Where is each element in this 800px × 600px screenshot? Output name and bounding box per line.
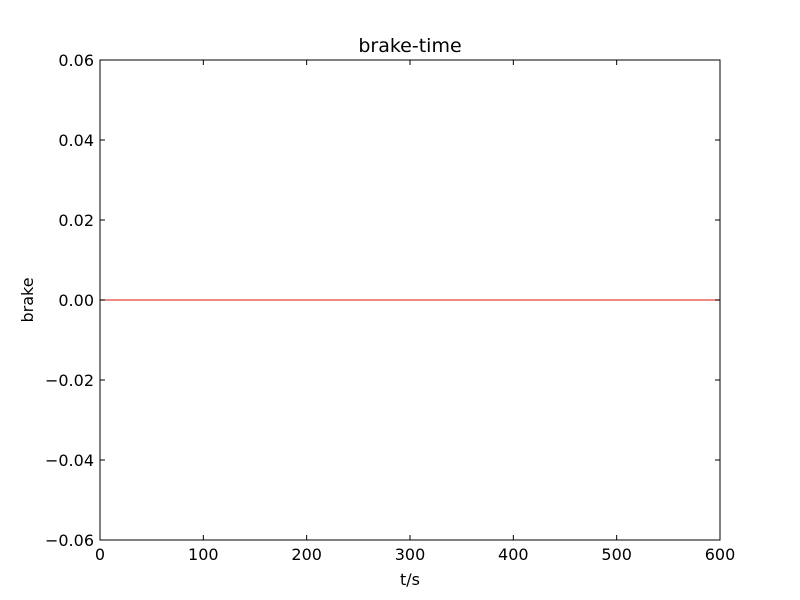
y-tick-label: 0.00 xyxy=(58,291,94,310)
x-tick-label: 0 xyxy=(95,545,105,564)
y-axis-label: brake xyxy=(18,277,37,322)
y-tick-label: −0.06 xyxy=(45,531,94,550)
y-tick-label: −0.02 xyxy=(45,371,94,390)
x-tick-label: 300 xyxy=(395,545,426,564)
plot-frame xyxy=(99,59,721,541)
x-axis-label: t/s xyxy=(400,570,420,589)
chart-title: brake-time xyxy=(358,35,461,57)
x-tick-label: 400 xyxy=(498,545,529,564)
x-tick-label: 500 xyxy=(601,545,632,564)
ticks-layer: 0 100 200 300 400 500 600 0.06 0.04 0.02 0.00 −0.02… xyxy=(45,51,735,564)
x-tick-label: 100 xyxy=(188,545,219,564)
x-tick-label: 200 xyxy=(291,545,322,564)
y-tick-label: 0.04 xyxy=(58,131,94,150)
y-tick-label: −0.04 xyxy=(45,451,94,470)
y-tick-label: 0.06 xyxy=(58,51,94,70)
y-tick-label: 0.02 xyxy=(58,211,94,230)
x-tick-label: 600 xyxy=(705,545,736,564)
